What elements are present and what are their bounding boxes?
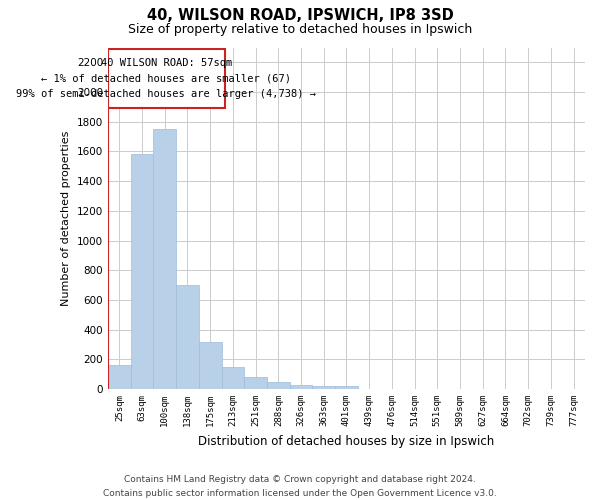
Bar bbox=[154, 129, 176, 389]
Bar bbox=[108, 366, 131, 389]
Y-axis label: Number of detached properties: Number of detached properties bbox=[61, 130, 71, 306]
Text: 40 WILSON ROAD: 57sqm
← 1% of detached houses are smaller (67)
99% of semi-detac: 40 WILSON ROAD: 57sqm ← 1% of detached h… bbox=[16, 58, 316, 100]
FancyBboxPatch shape bbox=[108, 49, 225, 108]
Text: Size of property relative to detached houses in Ipswich: Size of property relative to detached ho… bbox=[128, 22, 472, 36]
Bar bbox=[267, 382, 290, 389]
Bar bbox=[131, 154, 154, 389]
Text: 40, WILSON ROAD, IPSWICH, IP8 3SD: 40, WILSON ROAD, IPSWICH, IP8 3SD bbox=[146, 8, 454, 22]
Bar bbox=[244, 377, 267, 389]
Text: Contains HM Land Registry data © Crown copyright and database right 2024.
Contai: Contains HM Land Registry data © Crown c… bbox=[103, 476, 497, 498]
Bar bbox=[290, 384, 313, 389]
X-axis label: Distribution of detached houses by size in Ipswich: Distribution of detached houses by size … bbox=[199, 434, 494, 448]
Bar bbox=[176, 285, 199, 389]
Bar bbox=[199, 342, 221, 389]
Bar bbox=[221, 367, 244, 389]
Bar bbox=[335, 386, 358, 389]
Bar bbox=[313, 386, 335, 389]
